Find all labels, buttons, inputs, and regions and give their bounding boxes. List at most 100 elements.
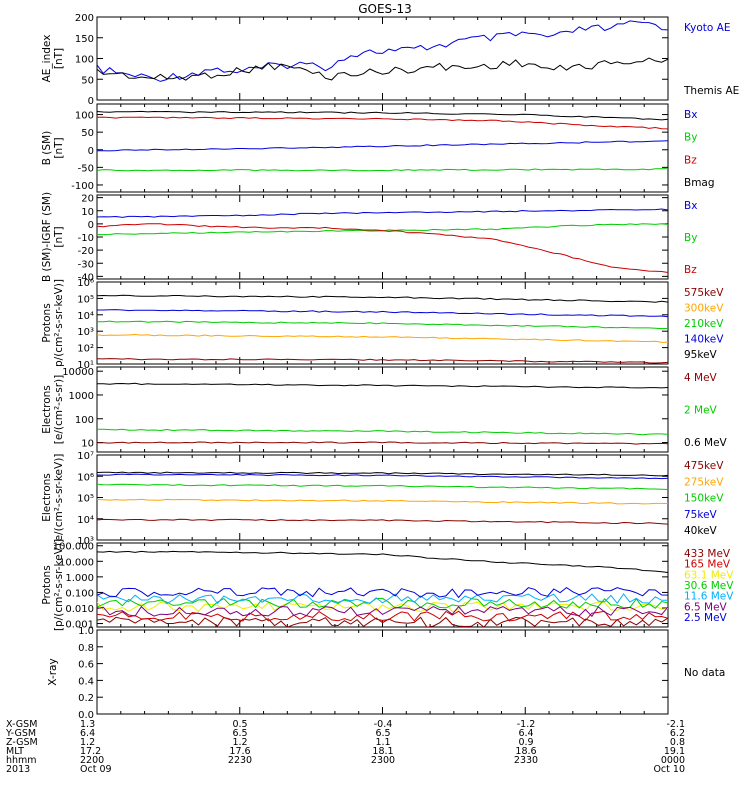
legend-label: Bmag — [684, 177, 715, 189]
legend-label: 95keV — [684, 349, 718, 361]
y-tick-label: 150 — [75, 34, 94, 45]
y-tick-label: 10³ — [77, 536, 94, 547]
panel-frame — [96, 194, 669, 280]
footer-value: Oct 10 — [653, 764, 685, 775]
series-line — [97, 471, 668, 477]
legend-label: 6.5 MeV — [684, 601, 728, 613]
panel-5: 10³ 10⁴ 10⁵ 10⁶ 10⁷ Electronse/(cm²-s-sr-keV)… — [41, 451, 724, 547]
panel-3: 10¹ 10² 10³ 10⁴ 10⁵ 10⁶ Protonsp/(cm²-s-sr-keV… — [41, 278, 724, 371]
y-tick-label: 20 — [81, 194, 94, 205]
series-group — [97, 471, 668, 525]
series-line — [97, 518, 668, 525]
legend-label: 150keV — [684, 493, 724, 505]
y-axis-label-line: [nT] — [53, 226, 65, 247]
legend-label: Bz — [684, 264, 697, 276]
series-line — [97, 116, 668, 130]
y-axis-label-line: Electrons — [41, 385, 53, 434]
y-tick-label: 10¹ — [77, 360, 94, 371]
footer-value: 6.5 — [375, 728, 390, 739]
y-tick-label: 0.4 — [78, 676, 94, 687]
legend-label: 475keV — [684, 460, 724, 472]
legend-label: 210keV — [684, 318, 724, 330]
footer-value: -2.1 — [666, 719, 685, 730]
y-tick-label: 200 — [75, 13, 94, 24]
series-group — [97, 294, 668, 364]
y-axis-label: Electrons[e/(cm²-s-sr)] — [41, 375, 65, 444]
series-line — [97, 483, 668, 490]
y-tick-label: 0 — [88, 146, 94, 157]
y-tick-label: 1.000 — [65, 573, 94, 584]
panel-frame — [96, 454, 669, 541]
y-tick-label: 0 — [88, 220, 94, 231]
y-tick-label: -50 — [78, 163, 94, 174]
series-line — [97, 57, 668, 81]
panel-frame — [96, 366, 669, 453]
ephemeris-footer: X-GSM 1.3 0.5 -0.4 -1.2 -2.1 Y-GSM 6.4 6.5 6.5 6.4… — [5, 719, 685, 775]
series-line — [97, 208, 668, 218]
legend-label: By — [684, 132, 697, 144]
series-line — [97, 597, 668, 609]
series-line — [97, 309, 668, 318]
panel-frame — [96, 16, 669, 101]
y-axis-label-line: [e/(cm²-s-sr)] — [53, 375, 65, 444]
y-tick-label: -20 — [78, 246, 94, 257]
series-line — [97, 601, 668, 613]
y-tick-label: 10⁵ — [77, 494, 94, 505]
series-line — [97, 294, 668, 303]
panel-1: -100 -50 0 50 100 B (SM)[nT] Bx By Bz Bmag — [41, 103, 715, 193]
footer-value: 0.8 — [670, 737, 685, 748]
series-line — [97, 441, 668, 445]
y-tick-label: 100 — [75, 415, 94, 426]
footer-row-label: hhmm — [6, 755, 37, 766]
y-tick-label: 1.0 — [78, 626, 94, 637]
series-group — [97, 382, 668, 445]
legend-label: 575keV — [684, 287, 724, 299]
y-tick-label: -30 — [78, 259, 94, 270]
y-tick-label: 0.100 — [65, 588, 94, 599]
series-line — [97, 610, 668, 622]
footer-value: Oct 09 — [80, 764, 112, 775]
y-axis-label: B (SM)[nT] — [41, 131, 65, 165]
series-line — [97, 168, 668, 172]
series-line — [97, 382, 668, 389]
y-tick-label: 100 — [75, 55, 94, 66]
legend-label: 300keV — [684, 303, 724, 315]
footer-value: 1.2 — [232, 737, 247, 748]
panel-7: 0.0 0.2 0.4 0.6 0.8 1.0 X-ray No data — [47, 626, 725, 721]
footer-value: 18.1 — [372, 746, 393, 757]
y-axis-label-line: B (SM) — [41, 131, 53, 165]
legend-label: 140keV — [684, 334, 724, 346]
footer-value: 2230 — [228, 755, 252, 766]
y-axis-label-line: Protons — [41, 303, 53, 342]
y-tick-label: 10.000 — [59, 557, 94, 568]
y-tick-label: 0.0 — [78, 710, 94, 721]
y-tick-label: 0.010 — [65, 604, 94, 615]
series-line — [97, 498, 668, 505]
y-tick-label: 0.2 — [78, 693, 94, 704]
footer-value: 17.2 — [80, 746, 101, 757]
legend-label: Themis AE — [683, 85, 739, 97]
panel-6: 0.0010.0100.1001.00010.000100.000Protons… — [41, 539, 734, 631]
figure-title: GOES-13 — [358, 2, 412, 16]
legend-label: 0.6 MeV — [684, 437, 728, 449]
y-tick-label: 10⁷ — [77, 451, 94, 462]
series-line — [97, 473, 668, 480]
legend-label: 4 MeV — [684, 372, 718, 384]
legend-label: Bx — [684, 109, 697, 121]
footer-value: 2330 — [514, 755, 538, 766]
no-data-annotation: No data — [684, 667, 725, 679]
y-tick-label: 10⁴ — [77, 311, 94, 322]
y-axis-label-line: Electrons — [41, 473, 53, 522]
y-tick-label: -100 — [71, 181, 94, 192]
y-axis-label-line: [p/(cm²-s-sr-keV)] — [53, 539, 65, 631]
legend-label: 63.1 MeV — [684, 569, 734, 581]
y-axis-label: Electronse/(cm²-s-sr-keV)] — [41, 454, 65, 542]
y-axis-label-line: e/(cm²-s-sr-keV)] — [53, 454, 65, 542]
legend-label: 40keV — [684, 525, 718, 537]
footer-row-label: X-GSM — [6, 719, 37, 730]
y-axis-label-line: [nT] — [53, 48, 65, 69]
y-axis-label: Protonsp/(cm²-s-sr-keV)] — [41, 279, 65, 367]
series-line — [97, 223, 668, 236]
panel-frame — [96, 629, 669, 715]
